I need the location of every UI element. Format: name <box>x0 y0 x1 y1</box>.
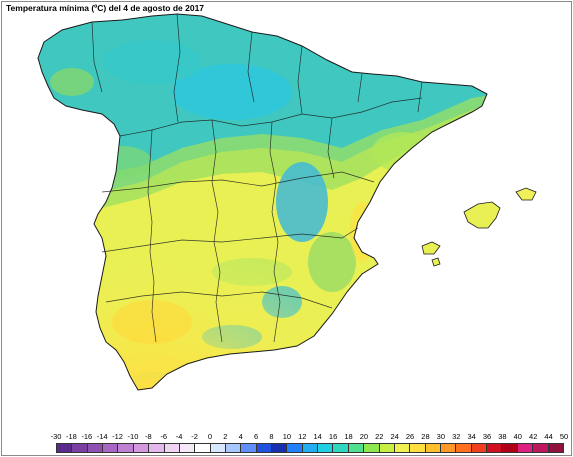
legend-swatch <box>533 444 549 452</box>
legend-swatch <box>440 444 457 452</box>
legend-swatch <box>471 444 488 452</box>
legend-label: 26 <box>405 432 415 441</box>
legend-swatch <box>425 444 441 452</box>
legend-label: -30 <box>50 432 62 441</box>
legend-swatch <box>103 444 119 452</box>
legend-swatch <box>272 444 288 452</box>
legend-swatch <box>149 444 165 452</box>
legend-label: 34 <box>467 432 476 441</box>
legend-label: 12 <box>298 432 307 441</box>
legend-label: -14 <box>96 432 108 441</box>
legend-color-bar <box>56 443 564 453</box>
legend-swatch <box>333 444 349 452</box>
legend-label: 20 <box>359 432 369 441</box>
legend-swatch <box>410 444 426 452</box>
legend-label: 2 <box>223 432 228 441</box>
legend-label: 38 <box>498 432 507 441</box>
legend-swatch <box>72 444 88 452</box>
legend-label: 24 <box>390 432 399 441</box>
legend-swatch <box>164 444 180 452</box>
legend-swatch <box>517 444 534 452</box>
legend-label: 36 <box>482 432 492 441</box>
legend-swatch <box>548 444 563 452</box>
legend-swatch <box>210 444 226 452</box>
legend-label: 30 <box>436 432 446 441</box>
legend-label: -12 <box>112 432 123 441</box>
legend-label: -6 <box>160 432 168 441</box>
legend-swatch <box>394 444 411 452</box>
legend-label: -10 <box>127 432 139 441</box>
legend-swatch <box>241 444 257 452</box>
legend-swatch <box>379 444 395 452</box>
legend-label: 4 <box>238 432 243 441</box>
legend-label: 50 <box>559 432 569 441</box>
legend-label: -8 <box>145 432 152 441</box>
legend-swatch <box>118 444 134 452</box>
legend: -30 -18 -16 -14 -12 -10 -8 -6 -4 -2 0 2 4 6 8 10 12 14 16 1… <box>51 432 569 456</box>
legend-label: 10 <box>282 432 292 441</box>
legend-label: 28 <box>421 432 430 441</box>
map-title: Temperatura mínima (ºC) del 4 de agosto … <box>6 3 205 13</box>
legend-label: -18 <box>65 432 77 441</box>
legend-label: 18 <box>344 432 353 441</box>
legend-label: -16 <box>81 432 93 441</box>
legend-swatch <box>456 444 472 452</box>
temperature-map <box>37 13 537 391</box>
legend-swatch <box>57 444 73 452</box>
legend-label: 32 <box>452 432 461 441</box>
legend-label: -4 <box>175 432 183 441</box>
legend-swatch <box>179 444 196 452</box>
legend-label: 40 <box>513 432 522 441</box>
legend-labels: -30 -18 -16 -14 -12 -10 -8 -6 -4 -2 0 2 4 6 8 10 12 14 16 1… <box>51 432 569 442</box>
legend-label: 8 <box>269 432 274 441</box>
legend-label: -2 <box>191 432 198 441</box>
legend-label: 42 <box>529 432 538 441</box>
legend-label: 16 <box>328 432 338 441</box>
legend-swatch <box>87 444 104 452</box>
legend-swatch <box>225 444 242 452</box>
legend-swatch <box>502 444 518 452</box>
legend-label: 14 <box>313 432 322 441</box>
legend-swatch <box>348 444 365 452</box>
legend-swatch <box>256 444 273 452</box>
legend-swatch <box>287 444 303 452</box>
legend-label: 22 <box>375 432 384 441</box>
legend-swatch <box>302 444 319 452</box>
legend-swatch <box>364 444 380 452</box>
legend-swatch <box>133 444 150 452</box>
legend-swatch <box>318 444 334 452</box>
legend-label: 0 <box>207 432 213 441</box>
legend-label: 6 <box>254 432 259 441</box>
legend-swatch <box>195 444 211 452</box>
legend-label: 44 <box>544 432 553 441</box>
legend-swatch <box>487 444 503 452</box>
